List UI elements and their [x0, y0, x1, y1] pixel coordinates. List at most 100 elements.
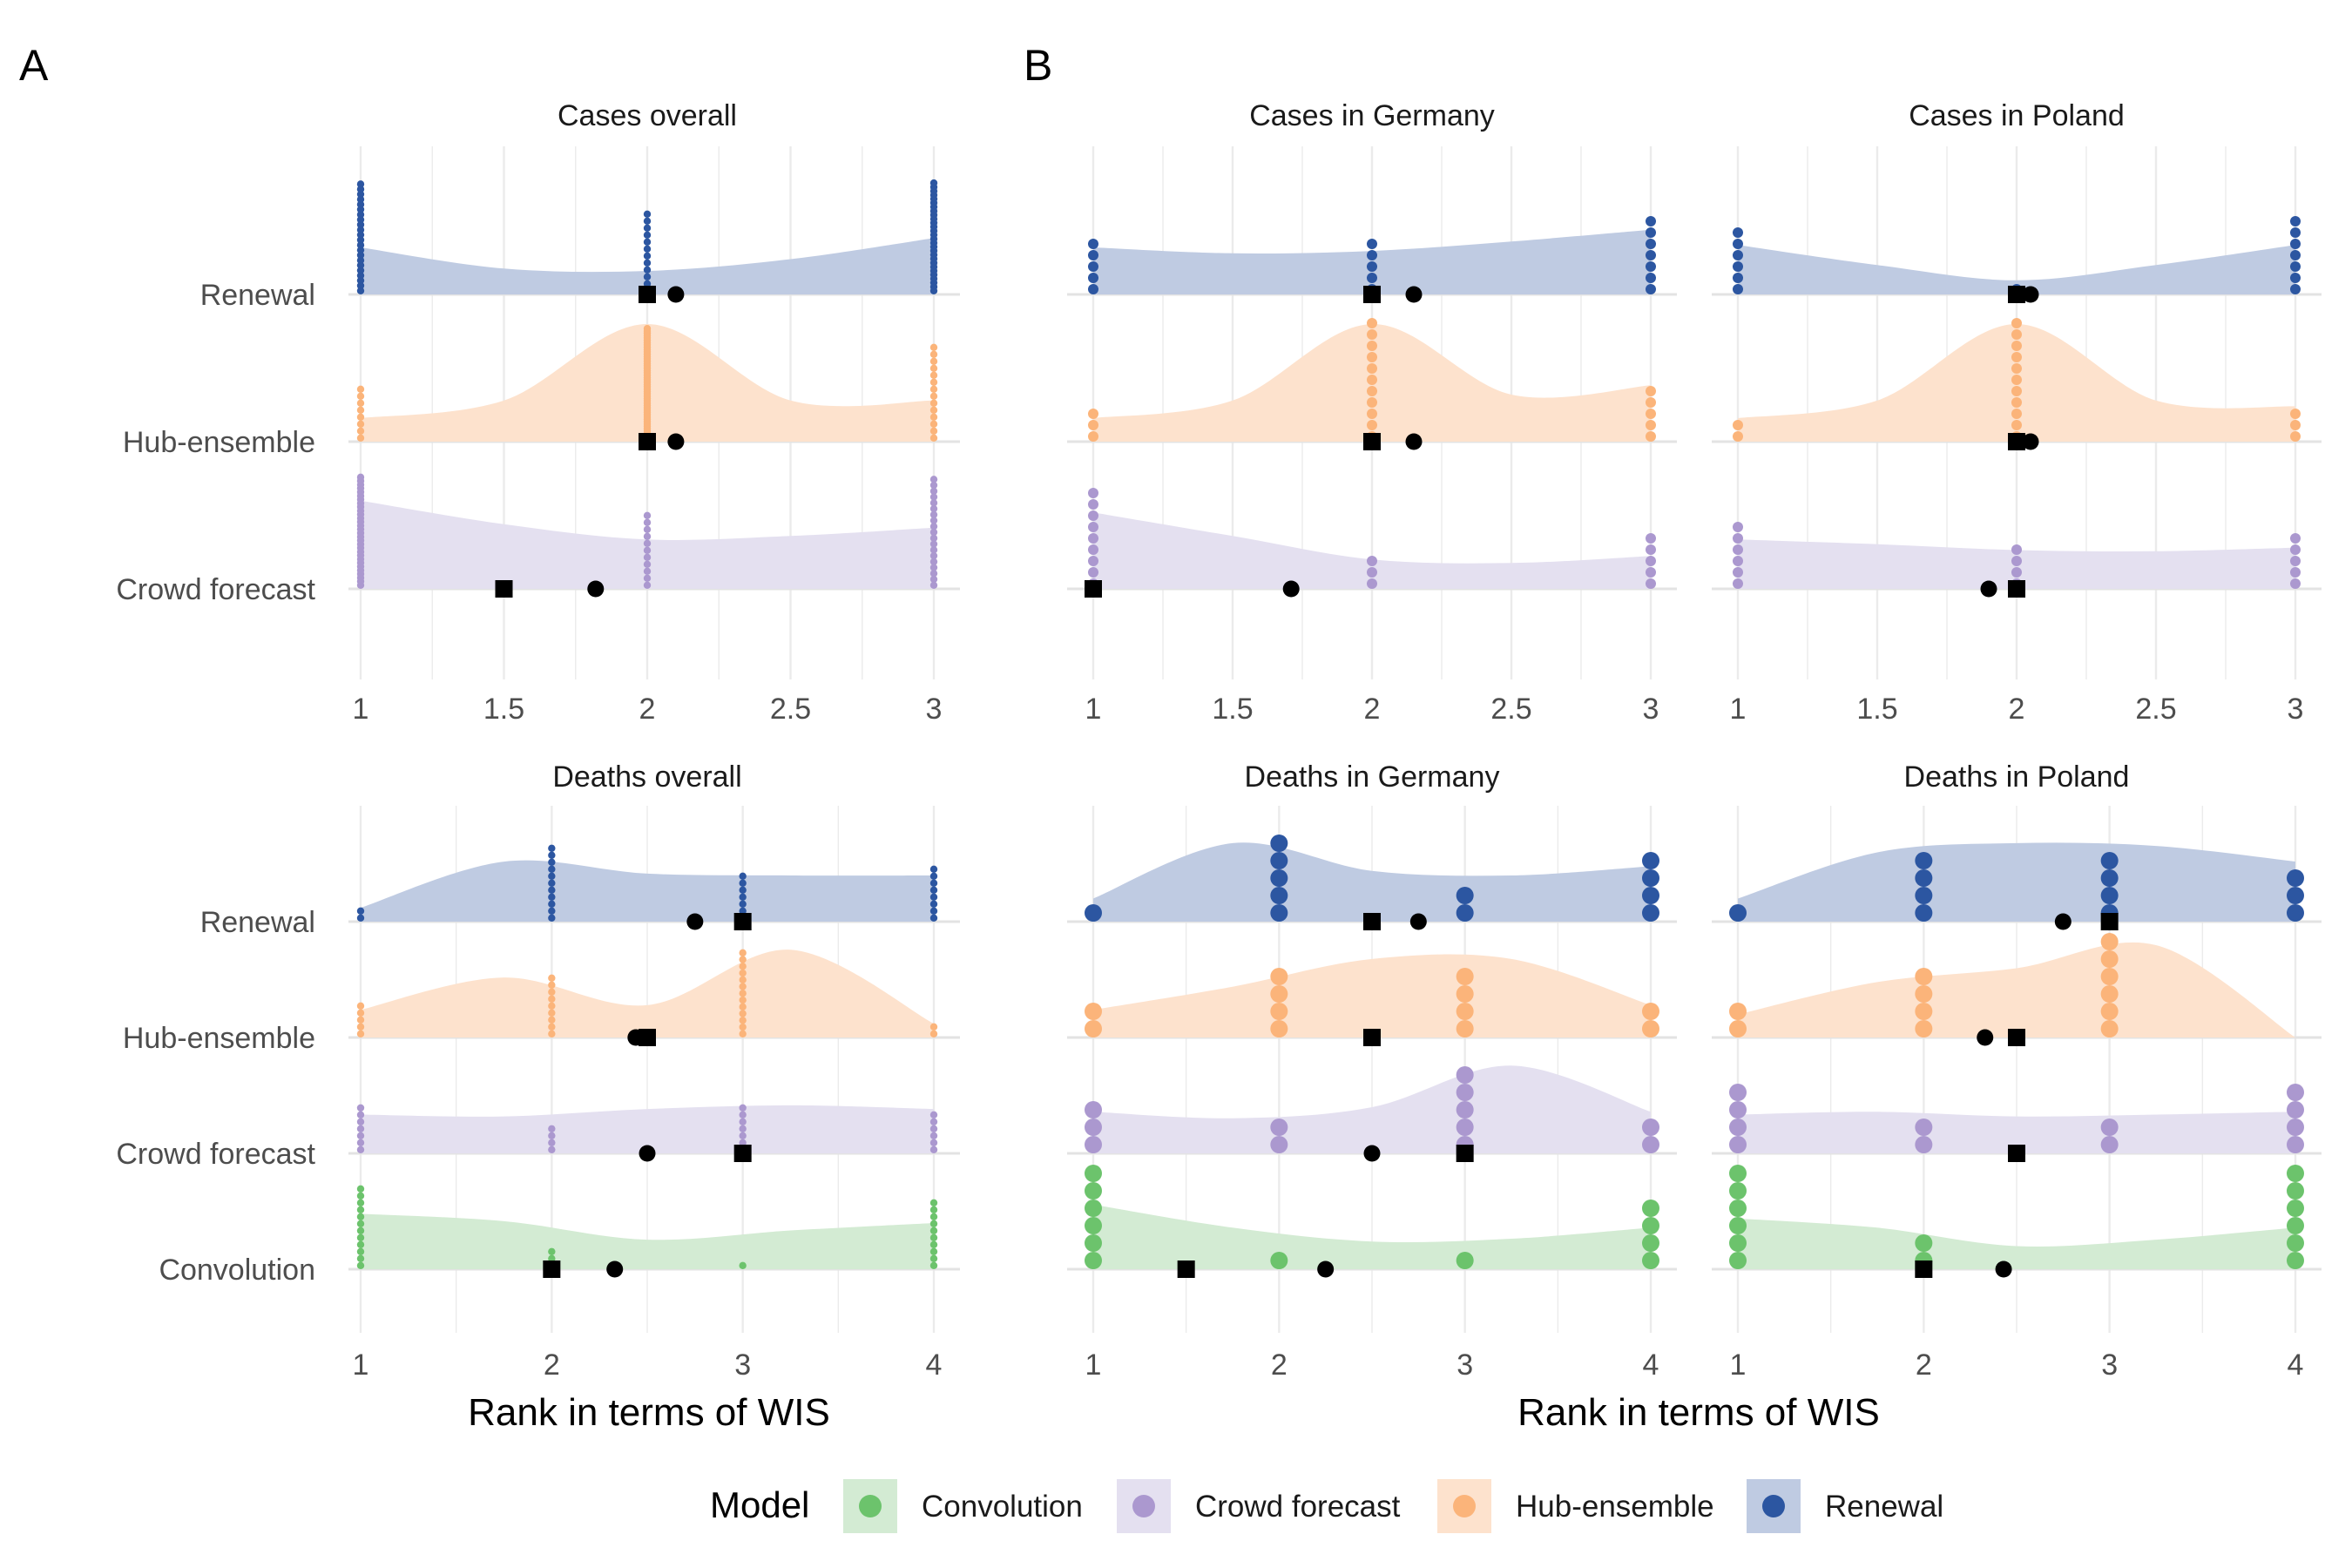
ridge-hub-ensemble — [1067, 318, 1677, 450]
rank-point — [1642, 869, 1659, 887]
rank-point — [1088, 431, 1098, 442]
rank-point — [1915, 968, 1933, 985]
rank-point — [356, 1192, 365, 1200]
rank-point — [643, 224, 652, 232]
ridge-renewal: Renewal — [200, 844, 960, 939]
rank-point — [1088, 556, 1098, 566]
density-area — [1738, 1112, 2295, 1153]
median-marker — [2008, 433, 2025, 450]
rank-point — [2011, 544, 2022, 555]
x-axis-title-right: Rank in terms of WIS — [1517, 1391, 1880, 1434]
rank-point — [1085, 904, 1102, 922]
rank-point — [2011, 329, 2022, 340]
rank-point — [929, 570, 938, 578]
rank-point — [2100, 968, 2119, 985]
y-category-label: Hub-ensemble — [123, 426, 315, 459]
ridge-hub-ensemble — [1712, 933, 2322, 1046]
rank-point — [356, 385, 365, 393]
rank-point — [1642, 1136, 1659, 1153]
rank-point — [739, 1118, 747, 1126]
rank-point — [1270, 835, 1288, 852]
rank-point — [2011, 386, 2022, 396]
rank-point — [739, 1139, 747, 1147]
rank-point — [1642, 1003, 1659, 1020]
rank-point — [929, 343, 938, 351]
rank-point — [356, 1111, 365, 1119]
mean-marker — [639, 1145, 656, 1162]
mean-marker — [1363, 1145, 1381, 1162]
rank-point — [929, 406, 938, 414]
density-area — [1738, 842, 2295, 922]
rank-point — [929, 517, 938, 524]
rank-point — [1367, 386, 1377, 396]
rank-point — [356, 211, 365, 219]
rank-point — [356, 287, 365, 294]
x-tick-label: 1.5 — [1212, 693, 1253, 726]
rank-point — [1733, 273, 1743, 283]
legend-key-point — [859, 1495, 882, 1517]
rank-point — [548, 1016, 556, 1024]
rank-point — [643, 259, 652, 267]
rank-point — [1729, 1252, 1747, 1269]
rank-point — [548, 1009, 556, 1017]
rank-point — [548, 879, 556, 887]
rank-point — [1367, 239, 1377, 249]
rank-point — [1085, 1020, 1102, 1037]
rank-point — [1729, 1020, 1747, 1037]
rank-point — [1367, 318, 1377, 328]
panel-tag-a: A — [19, 41, 49, 90]
x-tick-label: 1 — [1730, 1348, 1747, 1382]
legend-label: Renewal — [1825, 1490, 1943, 1524]
median-marker — [543, 1260, 561, 1278]
rank-point — [1367, 250, 1377, 260]
rank-point — [929, 392, 938, 400]
mean-marker — [587, 580, 605, 598]
rank-point — [548, 974, 556, 983]
rank-point — [1085, 1217, 1102, 1234]
legend-title: Model — [710, 1484, 809, 1525]
rank-point — [548, 1146, 556, 1154]
density-area — [1093, 512, 1651, 589]
rank-point — [929, 1139, 938, 1147]
rank-point — [1729, 1217, 1747, 1234]
mean-marker — [1363, 1029, 1381, 1046]
rank-point — [643, 217, 652, 225]
rank-point — [929, 510, 938, 518]
rank-point — [356, 1104, 365, 1112]
rank-point — [548, 981, 556, 990]
rank-point — [2287, 1165, 2304, 1182]
rank-point — [356, 236, 365, 244]
ridge-convolution: Convolution — [159, 1185, 960, 1287]
rank-point — [1088, 284, 1098, 294]
rank-point — [1646, 409, 1656, 419]
rank-point — [1915, 1119, 1933, 1136]
rank-point — [929, 575, 938, 584]
ridge-renewal — [1067, 216, 1677, 303]
rank-point — [548, 858, 556, 866]
rank-point — [356, 1118, 365, 1126]
rank-point — [929, 364, 938, 372]
rank-point — [1915, 869, 1933, 887]
rank-point — [2011, 352, 2022, 362]
rank-point — [929, 540, 938, 548]
rank-point — [1088, 420, 1098, 430]
rank-point — [1646, 261, 1656, 272]
x-tick-label: 3 — [734, 1348, 751, 1382]
rank-point — [548, 1023, 556, 1031]
rank-point — [2290, 261, 2301, 272]
ridge-renewal: Renewal — [200, 179, 960, 312]
x-axis-title-left: Rank in terms of WIS — [468, 1391, 830, 1434]
median-marker — [733, 913, 752, 930]
rank-point — [1646, 250, 1656, 260]
rank-point — [2290, 431, 2301, 442]
x-tick-label: 4 — [926, 1348, 943, 1382]
rank-point — [1733, 239, 1743, 249]
density-area — [1738, 245, 2295, 294]
rank-point — [1085, 1234, 1102, 1252]
rank-point — [356, 1247, 365, 1256]
rank-point — [2100, 950, 2119, 968]
rank-point — [1367, 420, 1377, 430]
x-tick-label: 3 — [1456, 1348, 1473, 1382]
rank-point — [1729, 1182, 1747, 1200]
x-tick-label: 1 — [1085, 693, 1102, 726]
